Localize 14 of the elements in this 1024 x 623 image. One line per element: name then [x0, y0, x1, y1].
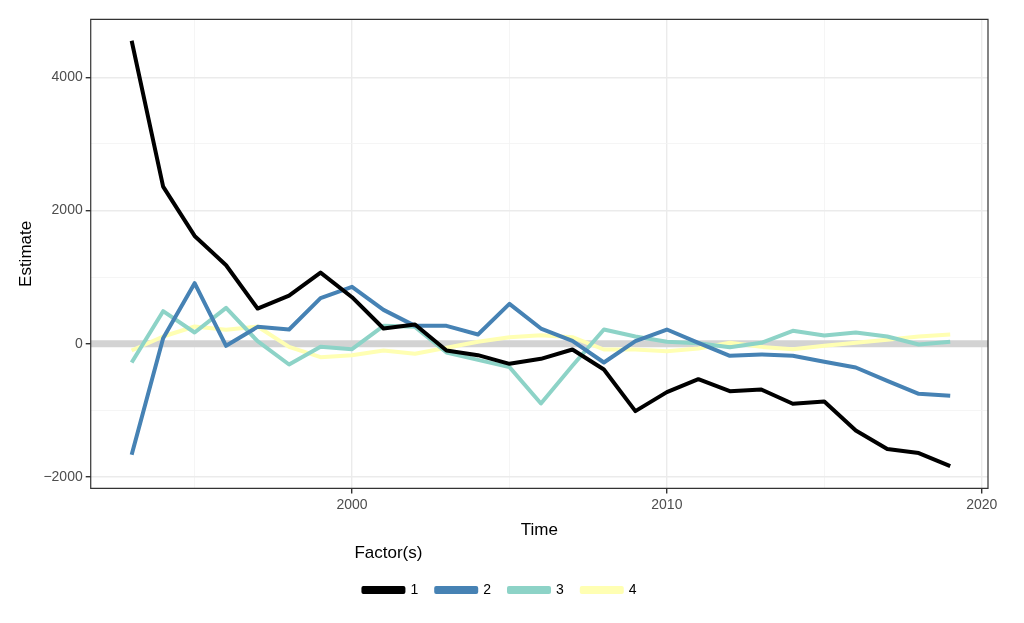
- x-tick-label: 2020: [966, 495, 998, 512]
- legend-label: 3: [556, 580, 564, 597]
- legend-label: 1: [410, 580, 419, 597]
- legend-label: 4: [628, 580, 637, 597]
- y-axis-title: Estimate: [15, 220, 35, 287]
- y-tick-label: −2000: [43, 467, 83, 484]
- legend-title: Factor(s): [354, 542, 423, 562]
- y-tick-label: 4000: [51, 68, 83, 85]
- x-tick-label: 2010: [651, 495, 683, 512]
- x-tick-label: 2000: [336, 495, 368, 512]
- y-tick-label: 2000: [51, 201, 83, 218]
- y-tick-label: 0: [74, 334, 83, 351]
- legend-label: 2: [483, 580, 492, 597]
- x-axis-title: Time: [520, 520, 558, 540]
